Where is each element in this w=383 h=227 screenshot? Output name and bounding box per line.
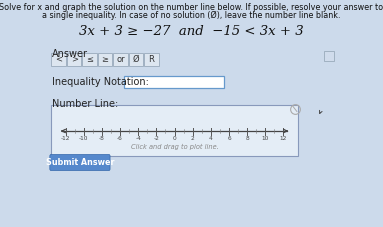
Text: Number Line:: Number Line: bbox=[52, 99, 118, 109]
Text: ≥: ≥ bbox=[101, 54, 108, 64]
FancyBboxPatch shape bbox=[113, 52, 128, 66]
Text: Inequality Notation:: Inequality Notation: bbox=[52, 77, 149, 87]
Text: -6: -6 bbox=[117, 136, 123, 141]
Text: 12: 12 bbox=[280, 136, 287, 141]
FancyBboxPatch shape bbox=[124, 76, 224, 88]
Text: Solve for x and graph the solution on the number line below. If possible, resolv: Solve for x and graph the solution on th… bbox=[0, 3, 383, 12]
FancyBboxPatch shape bbox=[324, 50, 334, 61]
FancyBboxPatch shape bbox=[129, 52, 143, 66]
Text: or: or bbox=[116, 54, 125, 64]
FancyBboxPatch shape bbox=[50, 155, 110, 170]
Text: 8: 8 bbox=[245, 136, 249, 141]
Text: 6: 6 bbox=[227, 136, 231, 141]
Text: -4: -4 bbox=[135, 136, 141, 141]
Text: 2: 2 bbox=[191, 136, 195, 141]
Text: Ø: Ø bbox=[133, 54, 139, 64]
FancyBboxPatch shape bbox=[82, 52, 97, 66]
FancyBboxPatch shape bbox=[67, 52, 82, 66]
FancyBboxPatch shape bbox=[51, 104, 298, 155]
FancyBboxPatch shape bbox=[51, 52, 66, 66]
Text: Click and drag to plot line.: Click and drag to plot line. bbox=[131, 144, 218, 150]
Text: 4: 4 bbox=[209, 136, 213, 141]
Text: -12: -12 bbox=[61, 136, 70, 141]
FancyBboxPatch shape bbox=[98, 52, 112, 66]
Text: 3x + 3 ≥ −27  and  −15 < 3x + 3: 3x + 3 ≥ −27 and −15 < 3x + 3 bbox=[79, 25, 304, 38]
Text: R: R bbox=[149, 54, 154, 64]
Text: Submit Answer: Submit Answer bbox=[46, 158, 114, 167]
Text: Answer: Answer bbox=[52, 49, 88, 59]
Text: <: < bbox=[55, 54, 62, 64]
Text: -8: -8 bbox=[99, 136, 105, 141]
Text: -10: -10 bbox=[79, 136, 88, 141]
Text: -2: -2 bbox=[154, 136, 159, 141]
Text: 10: 10 bbox=[262, 136, 269, 141]
Text: ≤: ≤ bbox=[86, 54, 93, 64]
Text: 0: 0 bbox=[173, 136, 177, 141]
FancyBboxPatch shape bbox=[144, 52, 159, 66]
Text: a single inequality. In case of no solution (Ø), leave the number line blank.: a single inequality. In case of no solut… bbox=[42, 11, 341, 20]
Text: >: > bbox=[70, 54, 78, 64]
